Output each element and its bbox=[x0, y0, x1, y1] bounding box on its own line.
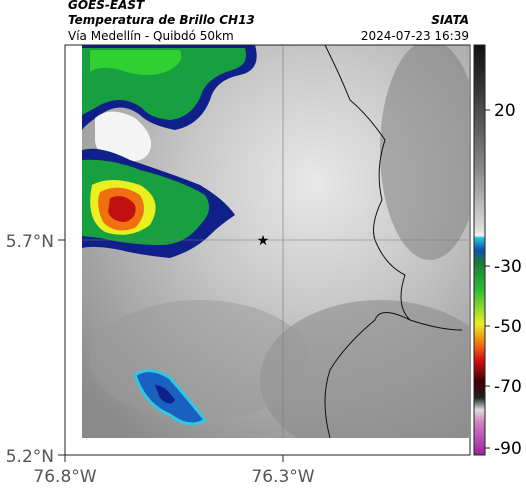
organization: SIATA bbox=[431, 13, 469, 27]
colorbar-tick-label: -70 bbox=[494, 377, 522, 397]
colorbar-tick-label: -50 bbox=[494, 317, 522, 337]
colorbar-tick-label: -90 bbox=[494, 439, 522, 459]
lat-tick-label: 5.7°N bbox=[6, 232, 54, 252]
location-marker: ★ bbox=[257, 233, 270, 249]
colorbar-tick-label: -30 bbox=[494, 257, 522, 277]
map-frame bbox=[64, 44, 471, 456]
lon-tick-label: 76.8°W bbox=[33, 467, 96, 487]
colorbar-ticks: 20 -30 -50 -70 -90 bbox=[485, 101, 522, 459]
colorbar bbox=[473, 44, 486, 456]
product-title: Temperatura de Brillo CH13 bbox=[68, 13, 255, 27]
satellite-image bbox=[82, 45, 469, 438]
route-label: Vía Medellín - Quibdó 50km bbox=[68, 29, 234, 43]
satellite-name: GOES-EAST bbox=[68, 0, 145, 12]
lat-tick-label: 5.2°N bbox=[6, 447, 54, 467]
timestamp: 2024-07-23 16:39 bbox=[361, 29, 469, 43]
colorbar-tick-label: 20 bbox=[494, 101, 516, 121]
lon-tick-label: 76.3°W bbox=[251, 467, 314, 487]
